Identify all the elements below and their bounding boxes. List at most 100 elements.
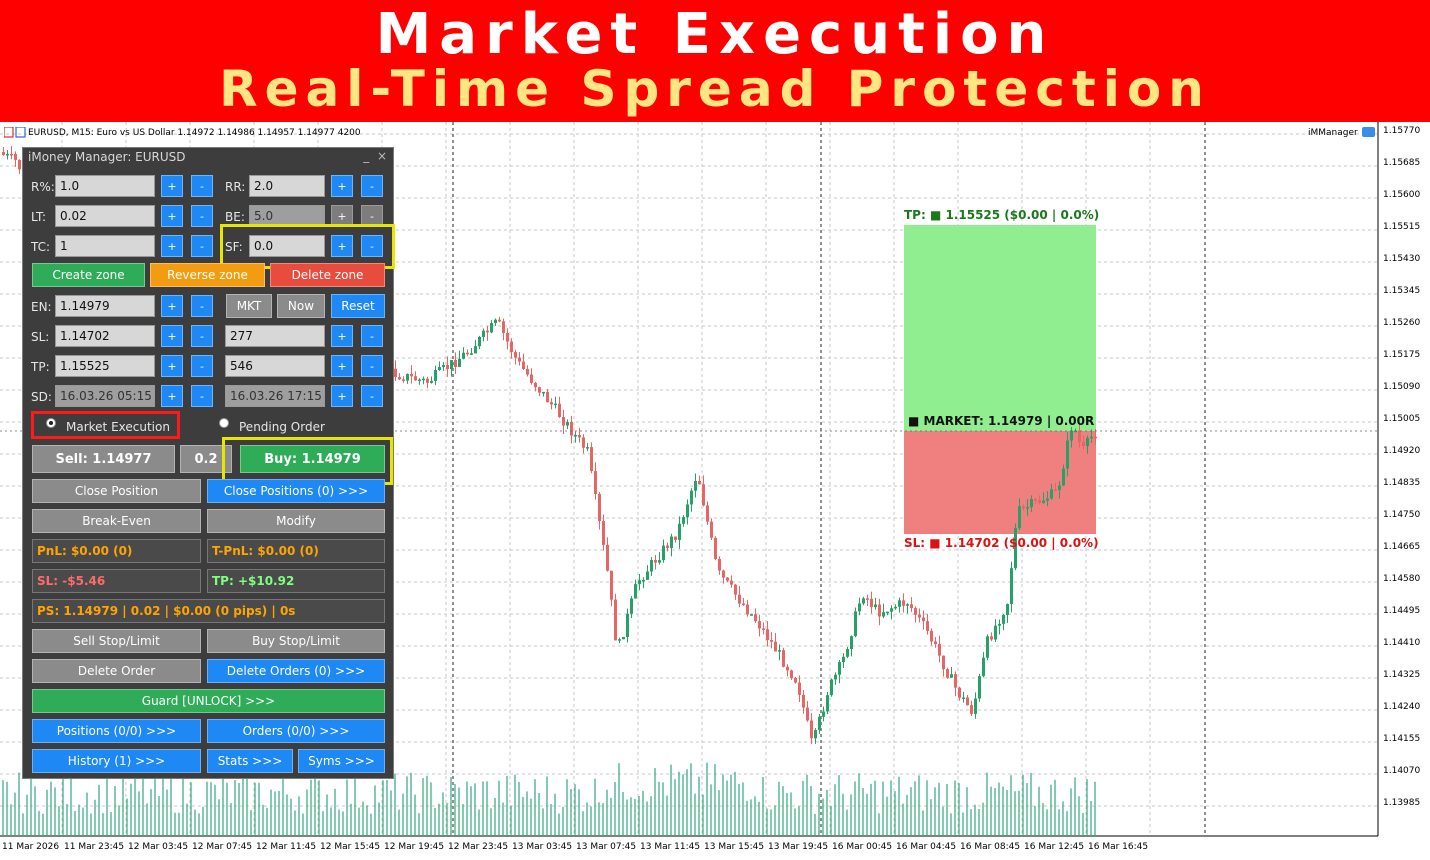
sd-minus-button[interactable]: - [191, 385, 213, 407]
candle-body [842, 656, 845, 663]
entry-field[interactable]: 1.14979 [55, 295, 155, 317]
rr-plus-button[interactable]: + [331, 175, 353, 197]
candle-body [662, 545, 665, 561]
pending-order-radio[interactable] [219, 418, 229, 428]
candle-body [474, 346, 477, 354]
entry-plus-button[interactable]: + [161, 295, 183, 317]
tc-minus-button[interactable]: - [191, 235, 213, 257]
candle-body [754, 614, 757, 622]
orders-button[interactable]: Orders (0/0) >>> [207, 719, 385, 743]
sf-field[interactable]: 0.0 [249, 235, 325, 257]
rr-field[interactable]: 2.0 [249, 175, 325, 197]
stats-button[interactable]: Stats >>> [207, 749, 293, 773]
risk-percent-field[interactable]: 1.0 [55, 175, 155, 197]
candle-body [454, 360, 457, 367]
candle-body [1094, 436, 1097, 439]
tc-field[interactable]: 1 [55, 235, 155, 257]
risk-plus-button[interactable]: + [161, 175, 183, 197]
tp-plus-button[interactable]: + [161, 355, 183, 377]
price-tick-label: 1.14835 [1383, 478, 1421, 488]
syms-button[interactable]: Syms >>> [298, 749, 385, 773]
candle-body [646, 571, 649, 580]
price-tick-label: 1.14495 [1383, 606, 1421, 616]
sl-price-field[interactable]: 1.14702 [55, 325, 155, 347]
buy-button[interactable]: Buy: 1.14979 [240, 445, 385, 473]
reverse-zone-button[interactable]: Reverse zone [150, 263, 265, 287]
now-button[interactable]: Now [277, 294, 325, 318]
pending-order-label[interactable]: Pending Order [239, 420, 325, 434]
candle-body [786, 666, 789, 671]
rr-minus-button[interactable]: - [361, 175, 383, 197]
candle-body [970, 705, 973, 714]
time-tick-label: 13 Mar 07:45 [576, 842, 637, 852]
lot-field[interactable]: 0.02 [55, 205, 155, 227]
tp-points-minus-button[interactable]: - [361, 355, 383, 377]
candle-body [514, 352, 517, 358]
delete-zone-button[interactable]: Delete zone [270, 263, 385, 287]
candle-body [766, 629, 769, 641]
tp-points-plus-button[interactable]: + [331, 355, 353, 377]
candle-body [722, 570, 725, 578]
sl-plus-button[interactable]: + [161, 325, 183, 347]
delete-order-button[interactable]: Delete Order [32, 659, 201, 683]
candle-body [954, 674, 957, 688]
time-tick-label: 16 Mar 08:45 [960, 842, 1021, 852]
sl-points-minus-button[interactable]: - [361, 325, 383, 347]
tc-plus-button[interactable]: + [161, 235, 183, 257]
market-execution-radio[interactable] [46, 418, 56, 428]
lot-minus-button[interactable]: - [191, 205, 213, 227]
entry-minus-button[interactable]: - [191, 295, 213, 317]
reset-button[interactable]: Reset [331, 294, 385, 318]
total-pnl-display: T-PnL: $0.00 (0) [207, 539, 385, 563]
price-tick-label: 1.14240 [1383, 702, 1421, 712]
tp-points-field[interactable]: 546 [225, 355, 325, 377]
sd-start-field[interactable]: 16.03.26 05:15 [55, 385, 155, 407]
candle-body [546, 391, 549, 403]
candle-body [782, 650, 785, 667]
market-zone-label: ■ MARKET: 1.14979 | 0.00R [908, 414, 1095, 428]
sd-end-field[interactable]: 16.03.26 17:15 [225, 385, 325, 407]
candle-body [402, 379, 405, 381]
sl-points-plus-button[interactable]: + [331, 325, 353, 347]
sl-points-field[interactable]: 277 [225, 325, 325, 347]
sell-button[interactable]: Sell: 1.14977 [32, 445, 175, 473]
create-zone-button[interactable]: Create zone [32, 263, 145, 287]
sf-plus-button[interactable]: + [331, 235, 353, 257]
price-tick-label: 1.14325 [1383, 670, 1421, 680]
panel-title: iMoney Manager: EURUSD [28, 150, 186, 164]
close-positions-button[interactable]: Close Positions (0) >>> [207, 479, 385, 503]
guard-button[interactable]: Guard [UNLOCK] >>> [32, 689, 385, 713]
sf-minus-button[interactable]: - [361, 235, 383, 257]
market-execution-label[interactable]: Market Execution [66, 420, 170, 434]
sell-stop-limit-button[interactable]: Sell Stop/Limit [32, 629, 201, 653]
close-icon[interactable]: × [376, 149, 387, 163]
candle-body [606, 544, 609, 571]
risk-minus-button[interactable]: - [191, 175, 213, 197]
modify-button[interactable]: Modify [207, 509, 385, 533]
candle-body [518, 357, 521, 362]
lot-plus-button[interactable]: + [161, 205, 183, 227]
candle-body [526, 369, 529, 375]
sl-minus-button[interactable]: - [191, 325, 213, 347]
sd-plus-button[interactable]: + [161, 385, 183, 407]
sf-label: SF: [225, 240, 243, 254]
candle-body [470, 353, 473, 355]
buy-stop-limit-button[interactable]: Buy Stop/Limit [207, 629, 385, 653]
break-even-button[interactable]: Break-Even [32, 509, 201, 533]
minimize-button[interactable]: _ [363, 149, 370, 163]
sd-end-plus-button[interactable]: + [331, 385, 353, 407]
tp-price-field[interactable]: 1.15525 [55, 355, 155, 377]
candle-body [878, 604, 881, 617]
candle-body [678, 523, 681, 540]
positions-button[interactable]: Positions (0/0) >>> [32, 719, 201, 743]
history-button[interactable]: History (1) >>> [32, 749, 201, 773]
close-position-button[interactable]: Close Position [32, 479, 201, 503]
delete-orders-button[interactable]: Delete Orders (0) >>> [207, 659, 385, 683]
candle-body [650, 560, 653, 572]
candle-body [862, 598, 865, 604]
mkt-button[interactable]: MKT [226, 294, 272, 318]
candle-body [774, 641, 777, 652]
tp-minus-button[interactable]: - [191, 355, 213, 377]
candle-body [482, 330, 485, 337]
sd-end-minus-button[interactable]: - [361, 385, 383, 407]
